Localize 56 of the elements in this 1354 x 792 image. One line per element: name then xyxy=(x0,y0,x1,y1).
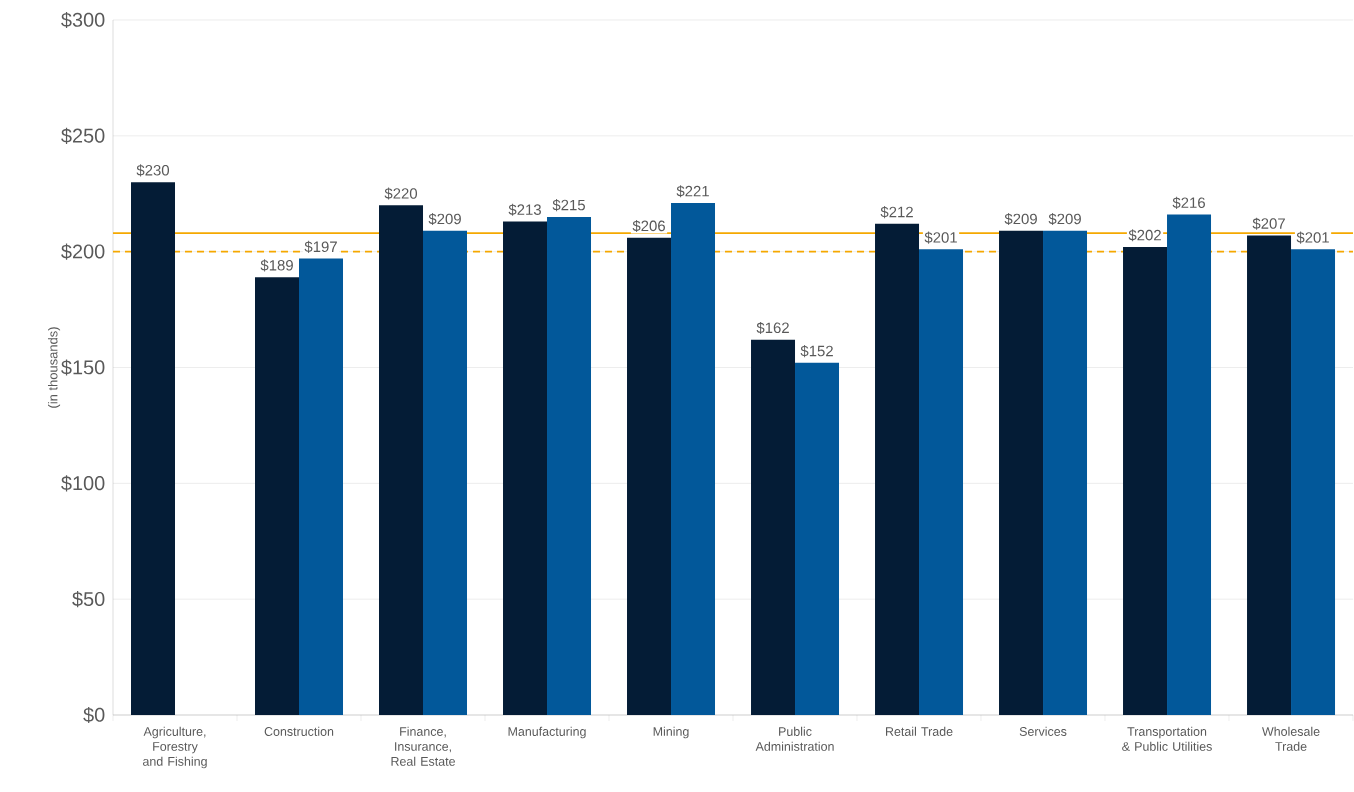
data-label: $209 xyxy=(1004,213,1037,226)
x-tick-label: Transportation & Public Utilities xyxy=(1122,726,1212,751)
x-tick-label: Mining xyxy=(653,726,689,739)
data-label: $209 xyxy=(1048,213,1081,226)
bar xyxy=(131,182,175,715)
x-tick-label: Retail Trade xyxy=(886,726,953,736)
bar xyxy=(423,230,467,715)
bar xyxy=(671,203,716,715)
data-label: $212 xyxy=(880,206,913,219)
bar xyxy=(1167,214,1212,715)
bar xyxy=(751,339,796,715)
data-label: $201 xyxy=(924,231,957,244)
y-tick-label: $0 xyxy=(83,706,105,724)
y-tick-label: $300 xyxy=(61,11,105,29)
x-tick-label: Agriculture, Forestry and Fishing xyxy=(143,726,207,769)
bar xyxy=(795,362,840,715)
x-tick-label: Construction xyxy=(264,726,334,736)
y-axis-title: (in thousands) xyxy=(47,327,61,408)
data-label: $202 xyxy=(1128,229,1161,242)
y-tick-label: $50 xyxy=(72,591,105,608)
data-label: $201 xyxy=(1296,231,1329,244)
bar xyxy=(1043,230,1088,715)
y-tick-label: $200 xyxy=(61,243,105,260)
x-tick-label: Services xyxy=(1019,726,1067,736)
bar xyxy=(503,221,548,715)
data-label: $206 xyxy=(632,219,665,233)
bar xyxy=(379,205,424,715)
bar xyxy=(999,230,1044,715)
data-label: $207 xyxy=(1252,217,1285,230)
data-label: $216 xyxy=(1172,196,1205,209)
bar xyxy=(875,223,920,715)
x-tick-label: Finance, Insurance, Real Estate xyxy=(391,726,455,766)
data-label: $152 xyxy=(800,345,833,358)
x-tick-label: Wholesale Trade xyxy=(1262,726,1320,751)
data-label: $230 xyxy=(136,164,170,177)
bar xyxy=(1123,247,1168,715)
data-label: $213 xyxy=(508,203,541,216)
data-label: $220 xyxy=(384,187,418,200)
y-tick-label: $250 xyxy=(61,127,105,144)
data-label: $209 xyxy=(428,213,461,226)
data-label: $189 xyxy=(260,259,293,272)
bar xyxy=(1247,235,1292,715)
bar xyxy=(627,237,672,715)
data-label: $197 xyxy=(304,240,337,253)
bar xyxy=(255,277,300,715)
y-tick-label: $150 xyxy=(61,359,105,376)
y-tick-label: $100 xyxy=(61,475,105,492)
bar xyxy=(547,216,592,715)
data-label: $221 xyxy=(676,185,709,198)
x-tick-label: Manufacturing xyxy=(508,726,586,739)
x-tick-label: Public Administration xyxy=(755,726,834,751)
data-label: $215 xyxy=(552,199,585,212)
bar xyxy=(919,249,964,715)
bar xyxy=(1291,249,1336,715)
data-label: $162 xyxy=(756,321,789,334)
bar xyxy=(299,258,343,715)
